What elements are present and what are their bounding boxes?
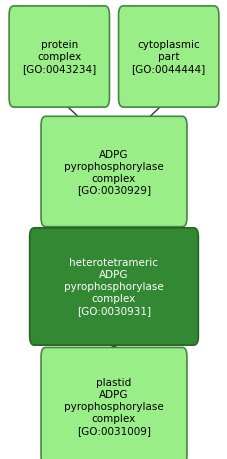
FancyBboxPatch shape <box>41 117 186 227</box>
FancyBboxPatch shape <box>118 7 218 108</box>
FancyBboxPatch shape <box>30 228 197 345</box>
Text: heterotetrameric
ADPG
pyrophosphorylase
complex
[GO:0030931]: heterotetrameric ADPG pyrophosphorylase … <box>64 258 163 316</box>
Text: cytoplasmic
part
[GO:0044444]: cytoplasmic part [GO:0044444] <box>131 40 205 74</box>
Text: protein
complex
[GO:0043234]: protein complex [GO:0043234] <box>22 40 96 74</box>
FancyBboxPatch shape <box>41 348 186 459</box>
Text: plastid
ADPG
pyrophosphorylase
complex
[GO:0031009]: plastid ADPG pyrophosphorylase complex [… <box>64 377 163 435</box>
FancyBboxPatch shape <box>9 7 109 108</box>
Text: ADPG
pyrophosphorylase
complex
[GO:0030929]: ADPG pyrophosphorylase complex [GO:00309… <box>64 149 163 195</box>
